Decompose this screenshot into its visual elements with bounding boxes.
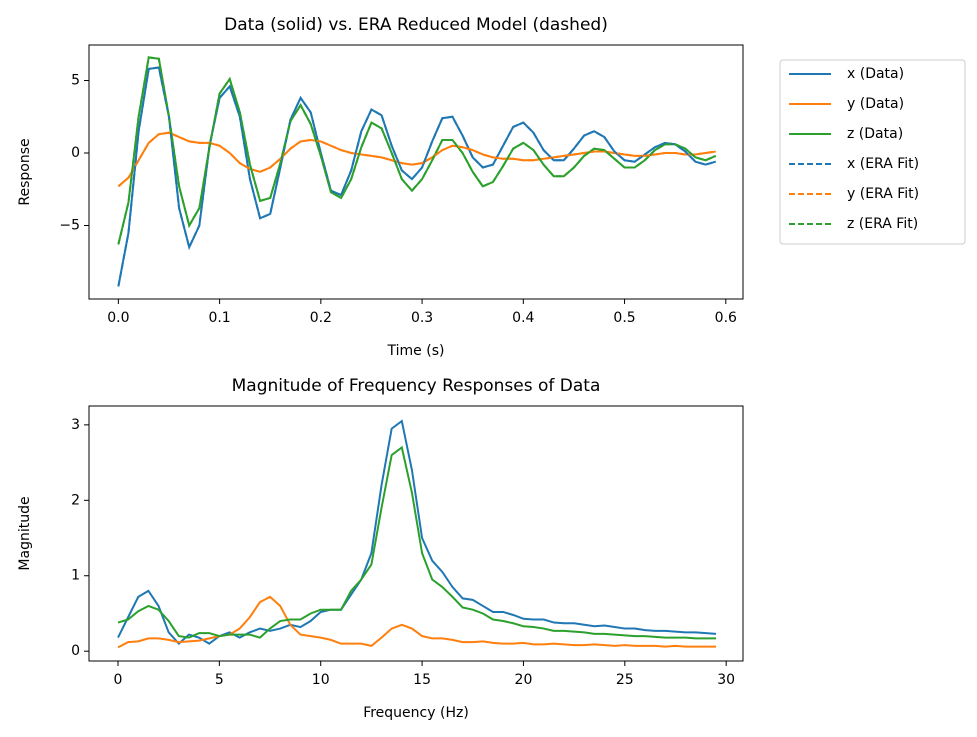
x-tick-label: 0.5 xyxy=(613,310,635,326)
x-tick-label: 0.2 xyxy=(310,310,332,326)
series-line xyxy=(117,419,717,646)
series-line xyxy=(117,56,717,245)
y-tick-label: 3 xyxy=(71,417,80,433)
x-tick-label: 20 xyxy=(515,672,533,688)
y-tick-label: −5 xyxy=(59,217,80,233)
y-tick-label: 1 xyxy=(71,568,80,584)
x-tick-label: 0.6 xyxy=(715,310,737,326)
series-line xyxy=(117,595,717,649)
series-line xyxy=(117,66,716,287)
x-tick-label: 5 xyxy=(215,672,224,688)
plot-frame xyxy=(88,44,744,300)
y-tick-label: 2 xyxy=(71,492,80,508)
x-tick-label: 0.1 xyxy=(208,310,230,326)
y-tick-label: 0 xyxy=(71,145,80,161)
chart-title: Magnitude of Frequency Responses of Data xyxy=(232,376,601,396)
x-tick-label: 25 xyxy=(616,672,634,688)
x-tick-label: 0.4 xyxy=(512,310,534,326)
legend-label: y (ERA Fit) xyxy=(847,186,919,202)
legend-label: z (ERA Fit) xyxy=(847,216,918,232)
legend-label: z (Data) xyxy=(847,126,903,142)
series-line xyxy=(117,66,716,287)
legend-label: y (Data) xyxy=(847,96,904,112)
y-tick-label: 5 xyxy=(71,73,80,89)
series-line xyxy=(117,56,717,245)
plot-frame xyxy=(88,405,744,662)
x-tick-label: 0.0 xyxy=(107,310,129,326)
series-line xyxy=(117,445,717,640)
x-tick-label: 10 xyxy=(312,672,330,688)
y-axis-label: Magnitude xyxy=(17,496,33,570)
y-axis-label: Response xyxy=(17,138,33,205)
x-axis-label: Time (s) xyxy=(387,343,445,359)
x-tick-label: 30 xyxy=(717,672,735,688)
x-tick-label: 15 xyxy=(413,672,431,688)
legend-label: x (ERA Fit) xyxy=(847,156,919,172)
legend-label: x (Data) xyxy=(847,66,904,82)
x-axis-label: Frequency (Hz) xyxy=(363,705,469,721)
series-line xyxy=(117,131,716,188)
x-tick-label: 0.3 xyxy=(411,310,433,326)
chart-title: Data (solid) vs. ERA Reduced Model (dash… xyxy=(224,15,608,35)
y-tick-label: 0 xyxy=(71,643,80,659)
legend-box xyxy=(779,59,966,245)
x-tick-label: 0 xyxy=(114,672,123,688)
